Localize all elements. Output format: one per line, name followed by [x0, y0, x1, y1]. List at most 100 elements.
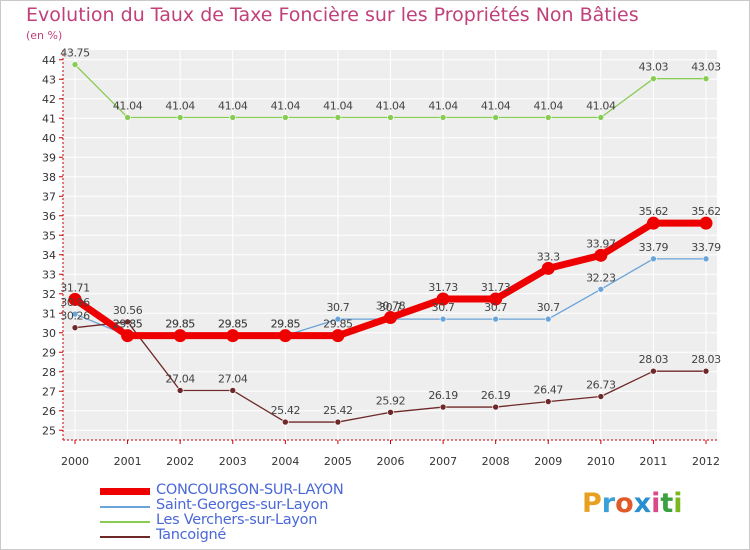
data-label: 30.56 [113, 304, 143, 317]
legend-swatch [100, 521, 150, 523]
x-tick-label: 2005 [324, 455, 352, 468]
x-tick-label: 2007 [429, 455, 457, 468]
data-point [121, 329, 135, 343]
y-tick-label: 34 [42, 249, 56, 262]
data-label: 41.04 [218, 99, 248, 112]
data-point [124, 114, 131, 121]
y-tick-label: 42 [42, 93, 56, 106]
y-tick-label: 27 [42, 385, 56, 398]
data-label: 33.79 [639, 241, 669, 254]
y-tick-label: 26 [42, 405, 56, 418]
data-point [68, 292, 82, 306]
logo-letter: i [673, 488, 683, 519]
data-point [646, 216, 660, 230]
y-tick-label: 39 [42, 151, 56, 164]
data-label: 43.03 [639, 61, 669, 74]
data-label: 25.92 [376, 394, 406, 407]
data-label: 29.85 [271, 318, 301, 331]
data-point [71, 324, 79, 331]
data-point [597, 285, 605, 293]
data-label: 30.7 [379, 301, 402, 314]
data-label: 30.78 [376, 300, 406, 313]
y-tick-label: 30 [42, 327, 56, 340]
data-label: 35.62 [691, 205, 721, 218]
data-label: 26.19 [481, 389, 511, 402]
data-label: 43.75 [60, 47, 90, 60]
data-point [71, 310, 79, 318]
legend-label: Tancoigné [156, 527, 227, 543]
data-point [331, 329, 345, 343]
legend-swatch [100, 488, 150, 495]
logo-letter: t [660, 488, 674, 519]
logo-letter: o [615, 488, 634, 519]
data-point [334, 114, 342, 121]
data-label: 35.62 [639, 205, 669, 218]
data-label: 31.71 [60, 281, 90, 294]
y-tick-label: 29 [42, 346, 56, 359]
y-tick-label: 35 [42, 229, 56, 242]
data-point [702, 75, 710, 82]
data-label: 33.79 [691, 241, 721, 254]
data-label: 43.03 [691, 61, 721, 74]
logo-letter: r [601, 488, 616, 519]
legend-item: Saint-Georges-sur-Layon [100, 497, 420, 514]
proxiti-logo: Proxiti [582, 488, 683, 519]
data-label: 25.42 [323, 404, 353, 417]
data-point [594, 248, 608, 262]
data-point [124, 318, 131, 326]
x-tick-label: 2011 [639, 455, 667, 468]
data-label: 31.73 [481, 281, 511, 294]
data-point [436, 292, 450, 306]
data-label: 33.97 [586, 237, 616, 250]
data-label: 28.03 [639, 353, 669, 366]
data-point [229, 114, 237, 121]
data-label: 31.73 [428, 281, 458, 294]
x-tick-label: 2009 [534, 455, 562, 468]
data-point [597, 393, 605, 400]
data-point [387, 114, 394, 121]
data-label: 41.04 [165, 99, 195, 112]
data-point [541, 261, 555, 275]
legend-swatch [100, 536, 150, 538]
x-tick-label: 2006 [377, 455, 405, 468]
data-label: 41.04 [323, 99, 353, 112]
data-point [176, 114, 184, 121]
data-point [544, 114, 552, 121]
data-point [71, 61, 79, 68]
data-point [439, 315, 447, 323]
data-label: 41.04 [113, 99, 143, 112]
legend-item: Tancoigné [100, 527, 420, 544]
data-point [650, 75, 657, 82]
x-tick-label: 2003 [219, 455, 247, 468]
y-tick-label: 32 [42, 288, 56, 301]
data-label: 25.42 [271, 404, 301, 417]
data-point [492, 403, 499, 411]
x-tick-label: 2002 [166, 455, 194, 468]
y-tick-label: 40 [42, 132, 56, 145]
y-tick-label: 33 [42, 268, 56, 281]
data-label: 29.85 [113, 318, 143, 331]
y-tick-label: 25 [42, 424, 56, 437]
x-tick-label: 2001 [114, 455, 142, 468]
legend-swatch [100, 506, 150, 508]
data-label: 29.85 [218, 318, 248, 331]
logo-letter: P [582, 488, 602, 519]
data-label: 41.04 [481, 99, 511, 112]
data-point [439, 403, 447, 411]
data-point [702, 255, 710, 263]
data-point [597, 114, 605, 121]
data-point [334, 418, 342, 426]
data-label: 26.19 [428, 389, 458, 402]
data-label: 33.3 [537, 250, 560, 263]
y-tick-label: 36 [42, 210, 56, 223]
x-tick-label: 2008 [482, 455, 510, 468]
data-label: 41.04 [271, 99, 301, 112]
data-point [229, 387, 237, 394]
data-point [702, 367, 710, 375]
y-tick-label: 38 [42, 171, 56, 184]
data-label: 41.04 [376, 99, 406, 112]
data-point [384, 311, 397, 325]
y-tick-label: 41 [42, 112, 56, 125]
data-label: 30.7 [537, 301, 560, 314]
